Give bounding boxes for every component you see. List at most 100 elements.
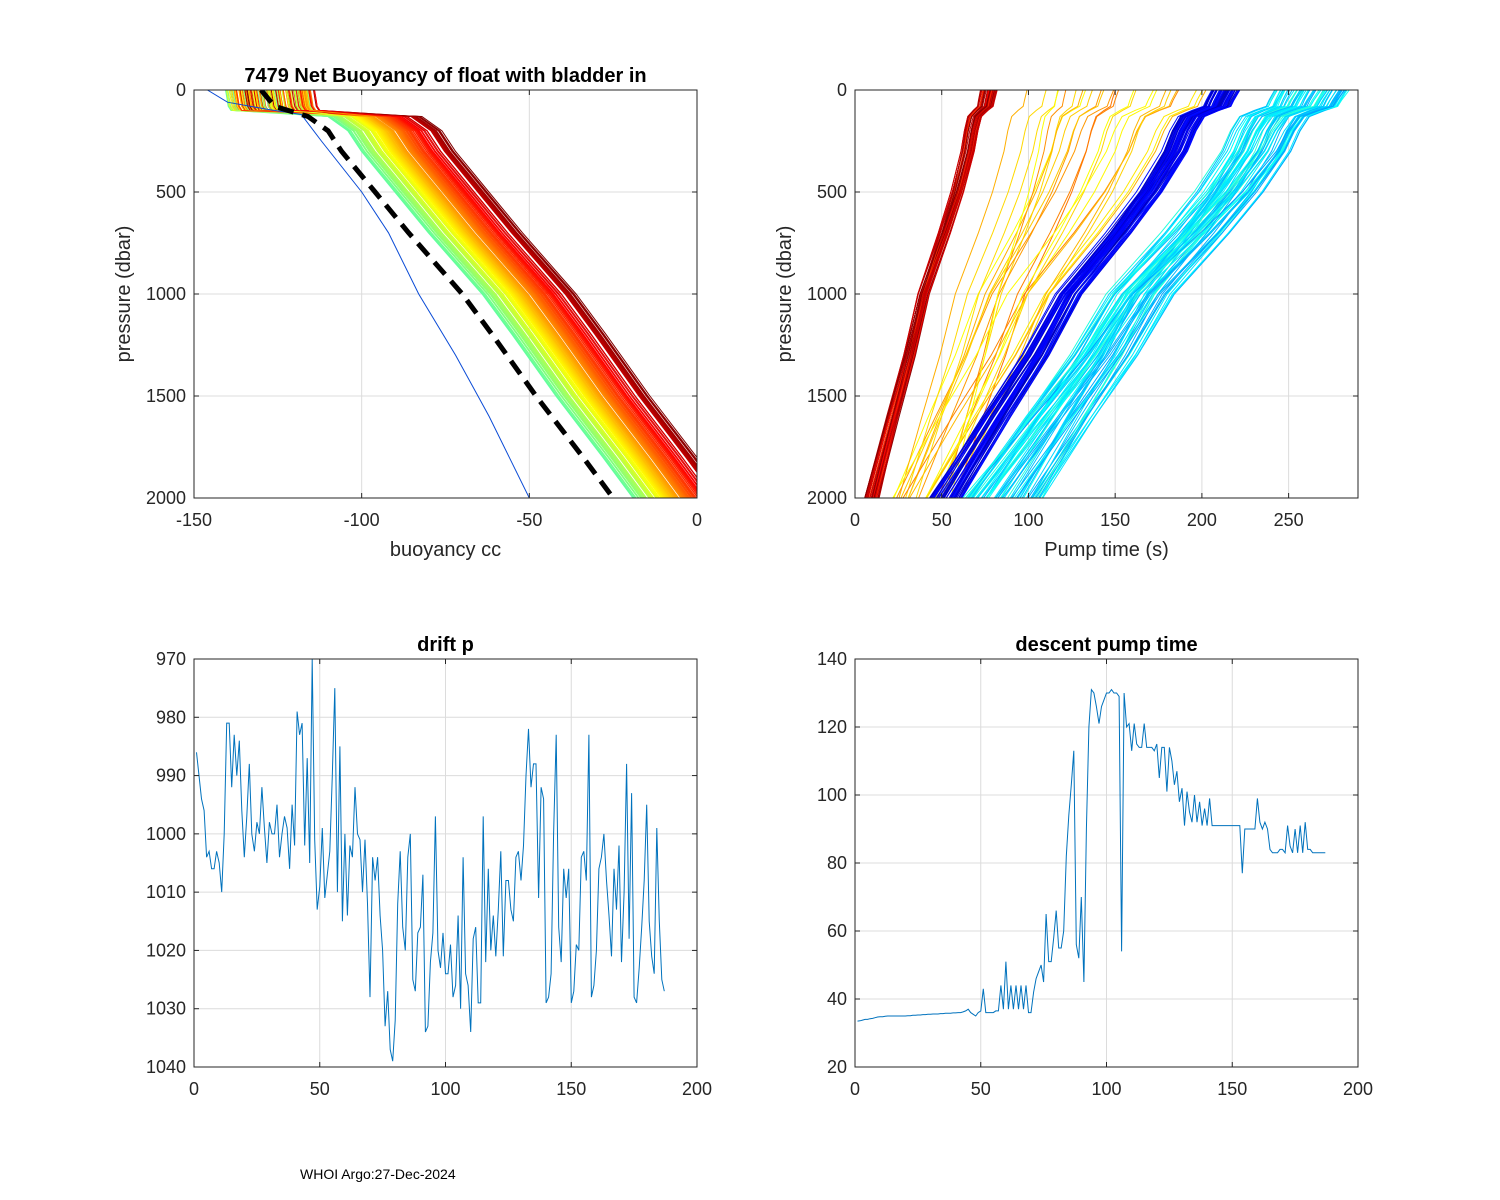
pump-profile-line	[1031, 90, 1337, 498]
buoyancy-profile-line	[309, 90, 697, 498]
pump-profile-line	[945, 90, 1240, 498]
buoyancy-profile-line	[234, 90, 665, 498]
buoyancy-profile-line	[293, 90, 655, 498]
buoyancy-profile-line	[298, 90, 654, 498]
y-tick-label: 60	[827, 921, 847, 941]
pump-profile-line	[898, 90, 1028, 498]
y-tick-label: 140	[817, 649, 847, 669]
pump-profile-line	[878, 90, 981, 498]
y-tick-label: 1020	[146, 940, 186, 960]
x-tick-label: -150	[176, 510, 212, 530]
x-tick-label: 0	[189, 1079, 199, 1099]
y-tick-label: 2000	[807, 488, 847, 508]
x-tick-label: -100	[344, 510, 380, 530]
buoyancy-profile-line	[288, 90, 697, 486]
buoyancy-profile-line	[255, 90, 670, 498]
buoyancy-axes: -150 -100 -50 0 0 500 1000 1500 2000 7479 Net Buo…	[113, 65, 702, 561]
pump-profile-line	[953, 90, 1172, 498]
buoyancy-profile-line	[235, 90, 696, 498]
buoyancy-profile-line	[245, 90, 679, 498]
x-tick-label: 100	[1013, 510, 1043, 530]
y-tick-label: 0	[837, 80, 847, 100]
y-tick-label: 1010	[146, 882, 186, 902]
buoyancy-profile-line	[265, 90, 640, 498]
buoyancy-profile-line	[256, 90, 697, 498]
x-tick-label: 250	[1274, 510, 1304, 530]
y-tick-label: 500	[156, 182, 186, 202]
pump-profile-line	[1001, 90, 1340, 498]
pump-profile-line	[965, 90, 1346, 498]
buoyancy-profile-line	[303, 90, 682, 498]
y-tick-label: 100	[817, 785, 847, 805]
y-tick-label: 990	[156, 766, 186, 786]
pump-profile-line	[985, 90, 1276, 498]
pump-profile-line	[1038, 90, 1311, 498]
buoyancy-profile-line	[238, 90, 672, 498]
driftp-plot-area	[196, 659, 665, 1062]
pumptime-plot-area	[864, 90, 1350, 498]
pump-profile-line	[997, 90, 1342, 498]
buoyancy-profile-line	[230, 90, 647, 498]
y-tick-label: 20	[827, 1057, 847, 1077]
y-tick-label: 1000	[146, 824, 186, 844]
y-tick-label: 0	[176, 80, 186, 100]
footer-text: WHOI Argo:27-Dec-2024	[300, 1166, 456, 1182]
buoyancy-profile-line	[232, 90, 635, 498]
pump-profile-line	[951, 90, 1167, 498]
y-tick-label: 1040	[146, 1057, 186, 1077]
pump-profile-line	[971, 90, 1284, 498]
y-axis-label: pressure (dbar)	[113, 226, 135, 363]
x-tick-label: 0	[692, 510, 702, 530]
pump-profile-line	[925, 90, 1207, 498]
pump-profile-line	[995, 90, 1316, 498]
buoyancy-profile-line	[245, 90, 697, 464]
x-tick-label: 200	[1187, 510, 1217, 530]
x-tick-label: 100	[430, 1079, 460, 1099]
y-tick-label: 80	[827, 853, 847, 873]
y-tick-label: 1000	[146, 284, 186, 304]
buoyancy-profile-line	[247, 90, 662, 498]
pump-profile-line	[905, 90, 1047, 498]
buoyancy-profile-line	[309, 90, 685, 498]
buoyancy-profile-line	[239, 90, 686, 498]
pump-profile-line	[918, 90, 1102, 498]
pump-profile-line	[907, 90, 1084, 498]
pump-profile-line	[985, 90, 1278, 498]
buoyancy-profile-line	[262, 90, 691, 498]
pump-profile-line	[981, 90, 1331, 498]
buoyancy-profile-line	[268, 90, 660, 498]
buoyancy-profile-line	[308, 90, 697, 490]
buoyancy-profile-line	[307, 90, 643, 498]
x-tick-label: 150	[556, 1079, 586, 1099]
pump-profile-line	[961, 90, 1235, 498]
pump-profile-line	[869, 90, 996, 498]
y-tick-label: 1000	[807, 284, 847, 304]
buoyancy-plot-area	[207, 90, 697, 498]
pump-profile-line	[972, 90, 1277, 498]
y-tick-label: 40	[827, 989, 847, 1009]
x-axis-label: buoyancy cc	[390, 539, 501, 561]
x-tick-label: 50	[932, 510, 952, 530]
descentpump-plot-area	[857, 688, 1326, 1022]
buoyancy-profile-line	[291, 90, 697, 474]
buoyancy-profile-line	[294, 90, 646, 498]
pump-profile-line	[925, 90, 1197, 498]
buoyancy-profile-line	[301, 90, 693, 498]
buoyancy-profile-line	[269, 90, 673, 498]
pump-profile-line	[931, 90, 1213, 498]
x-tick-label: 0	[850, 510, 860, 530]
x-tick-label: 50	[971, 1079, 991, 1099]
y-tick-label: 1500	[807, 386, 847, 406]
buoyancy-profile-line	[243, 90, 643, 498]
driftp-axes: 0 50 100 150 200 970 980 990 1000 1010 1020 1030 104…	[146, 634, 712, 1099]
y-tick-label: 2000	[146, 488, 186, 508]
pump-profile-line	[986, 90, 1338, 498]
x-tick-label: 100	[1091, 1079, 1121, 1099]
buoyancy-profile-line	[300, 90, 683, 498]
driftp-series-line	[196, 659, 665, 1062]
y-tick-label: 500	[817, 182, 847, 202]
pump-profile-line	[892, 90, 1154, 498]
pump-profile-line	[965, 90, 1325, 498]
pump-profile-line	[909, 90, 1178, 498]
y-tick-label: 120	[817, 717, 847, 737]
